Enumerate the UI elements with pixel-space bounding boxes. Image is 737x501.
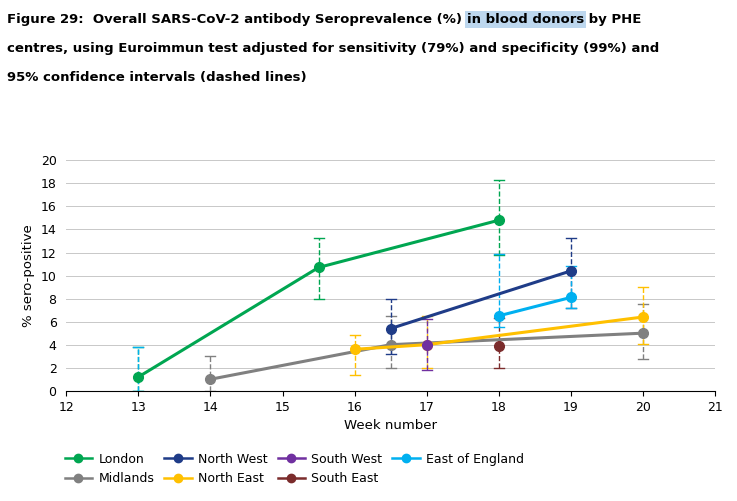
Text: 95% confidence intervals (dashed lines): 95% confidence intervals (dashed lines) bbox=[7, 71, 307, 84]
X-axis label: Week number: Week number bbox=[344, 419, 437, 432]
Text: by PHE: by PHE bbox=[584, 13, 642, 26]
Legend: London, Midlands, North West, North East, South West, South East, East of Englan: London, Midlands, North West, North East… bbox=[60, 448, 529, 490]
Text: in blood donors: in blood donors bbox=[467, 13, 584, 26]
Y-axis label: % sero-positive: % sero-positive bbox=[22, 224, 35, 327]
Text: Figure 29:  Overall SARS-CoV-2 antibody Seroprevalence (%): Figure 29: Overall SARS-CoV-2 antibody S… bbox=[7, 13, 467, 26]
Text: centres, using Euroimmun test adjusted for sensitivity (79%) and specificity (99: centres, using Euroimmun test adjusted f… bbox=[7, 42, 660, 55]
